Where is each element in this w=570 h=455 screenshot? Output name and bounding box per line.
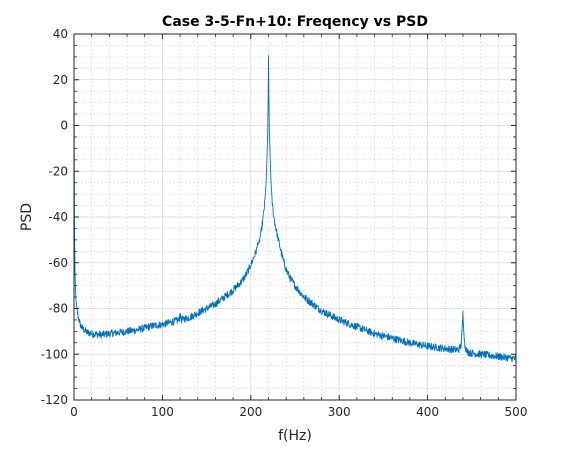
x-tick-label: 100 — [151, 405, 174, 419]
y-tick-label: -120 — [41, 393, 68, 407]
axis-ticks — [73, 33, 517, 401]
y-tick-label: 40 — [53, 27, 68, 41]
y-tick-label: -80 — [48, 302, 68, 316]
x-tick-label: 0 — [70, 405, 78, 419]
minor-grid — [74, 34, 516, 400]
y-tick-label: 20 — [53, 73, 68, 87]
y-tick-label: -20 — [48, 164, 68, 178]
y-tick-label: -40 — [48, 210, 68, 224]
psd-series-line — [73, 55, 517, 363]
y-tick-label: -60 — [48, 256, 68, 270]
chart-title: Case 3-5-Fn+10: Freqency vs PSD — [162, 14, 428, 30]
y-axis-label: PSD — [19, 203, 35, 231]
x-axis-label: f(Hz) — [278, 428, 312, 444]
y-tick-label: -100 — [41, 347, 68, 361]
x-tick-label: 300 — [328, 405, 351, 419]
series-layer — [73, 55, 517, 363]
x-tick-label: 200 — [239, 405, 262, 419]
tick-labels: 0 100 200 300 400 500 -120 -100 -80 -60 -40 -20 0 20 4… — [41, 27, 528, 419]
x-tick-label: 500 — [505, 405, 528, 419]
y-tick-label: 0 — [60, 119, 68, 133]
x-tick-label: 400 — [416, 405, 439, 419]
